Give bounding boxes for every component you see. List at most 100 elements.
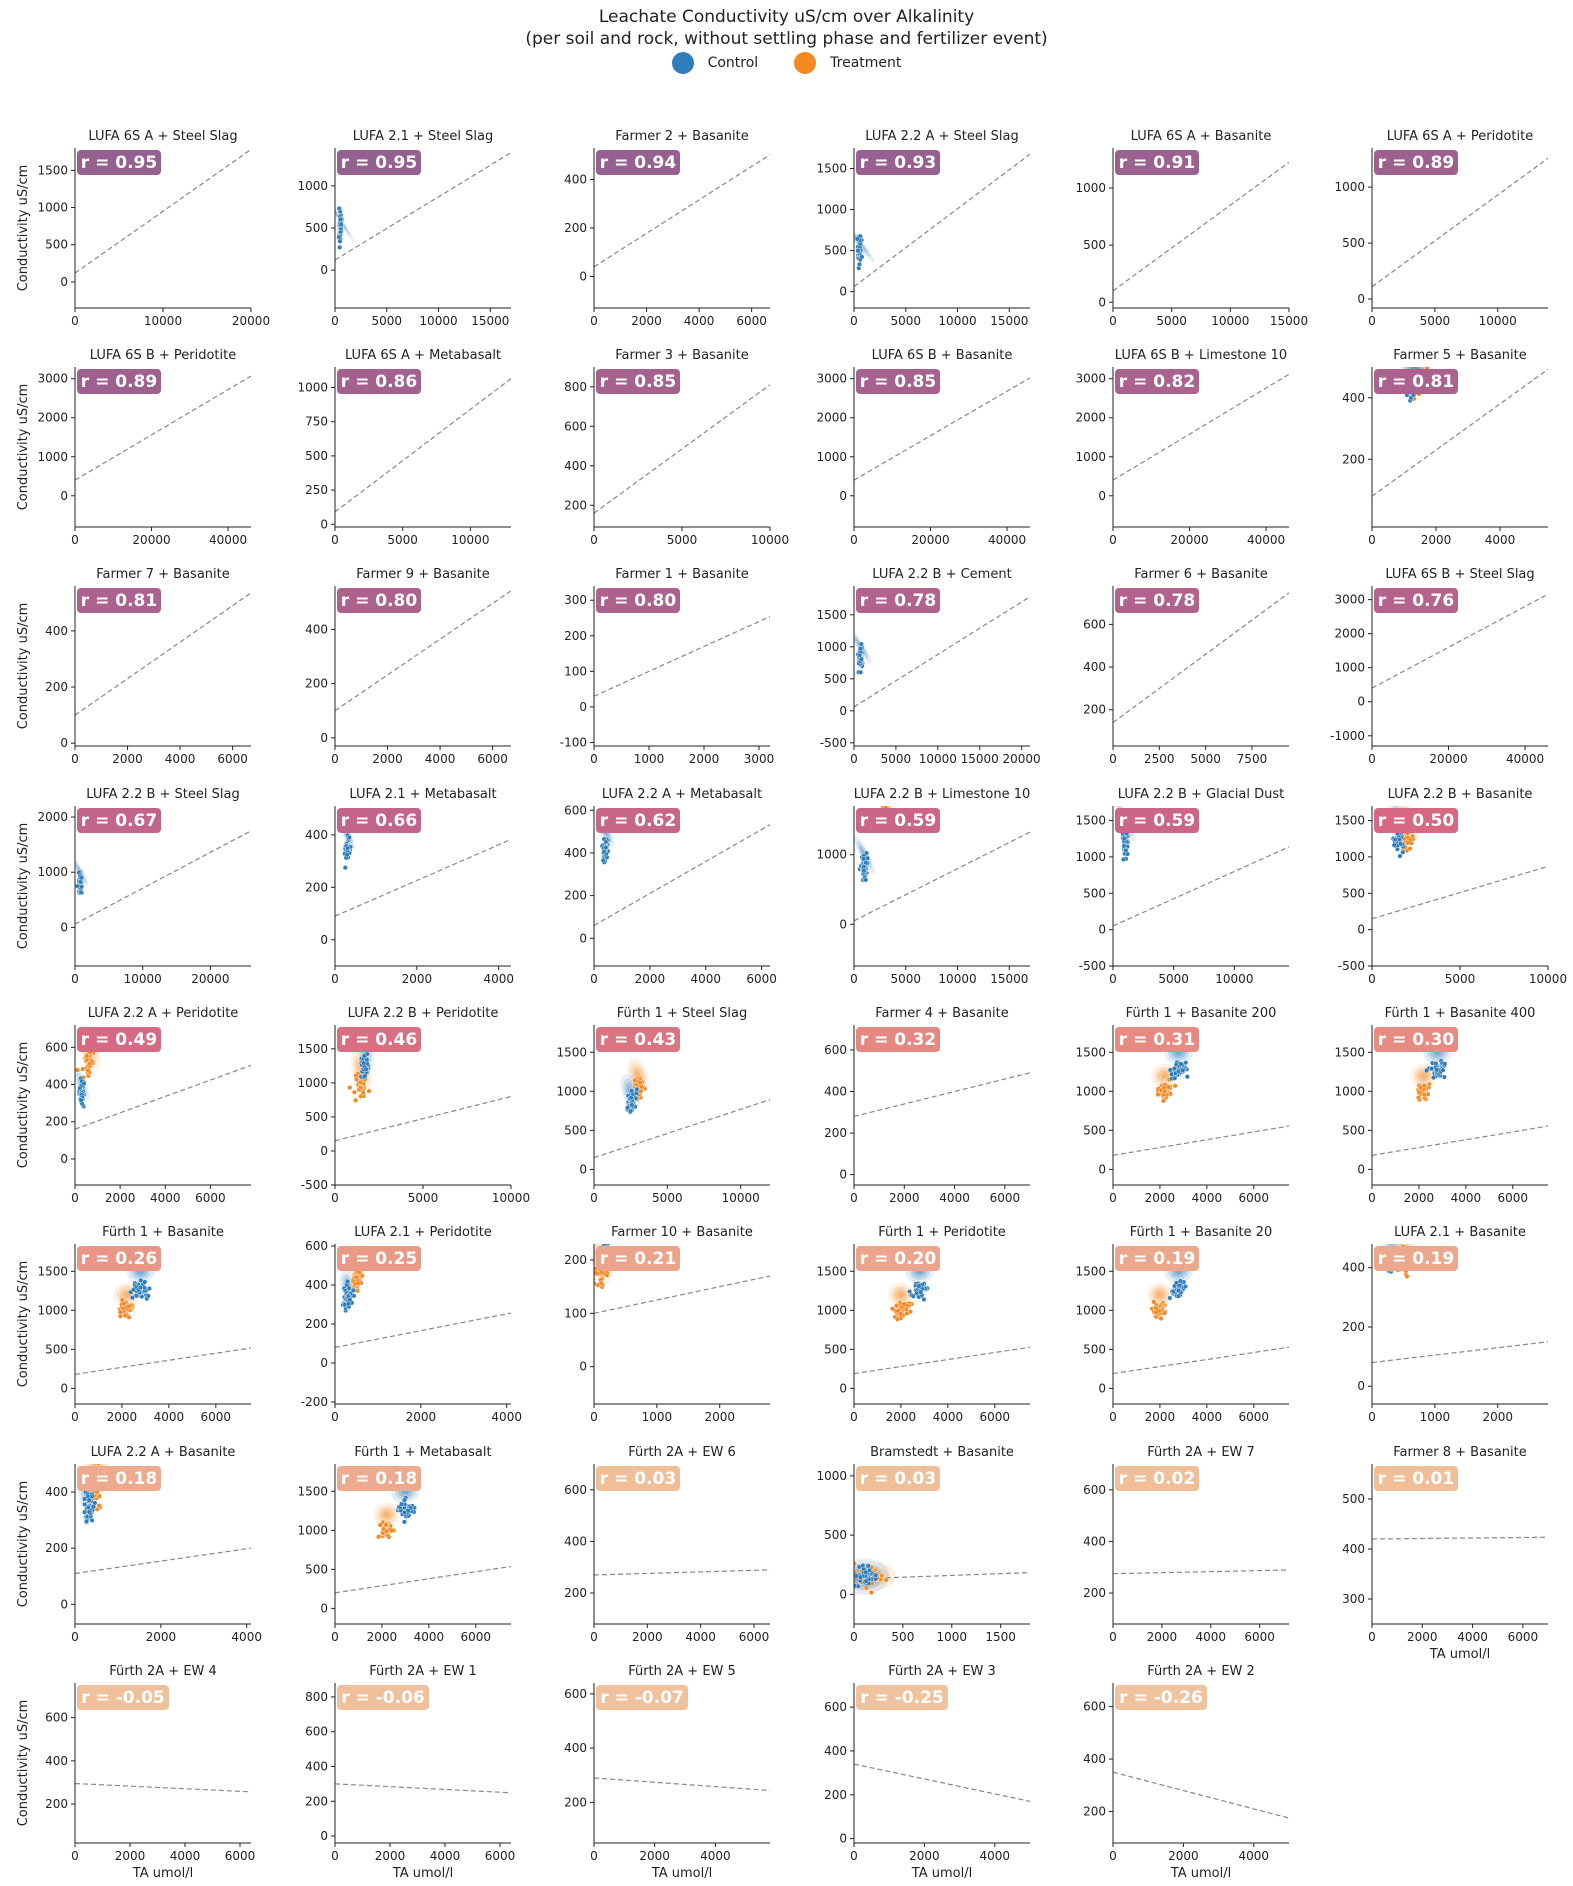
kde-treatment — [888, 74, 936, 136]
point-treatment — [399, 234, 404, 239]
point-control — [1430, 421, 1435, 426]
point-control — [415, 478, 420, 483]
point-control — [629, 1088, 635, 1094]
point-treatment — [359, 1273, 365, 1279]
point-control — [384, 287, 389, 292]
point-treatment — [143, 181, 148, 186]
point-treatment — [900, 497, 905, 502]
point-treatment — [903, 512, 908, 517]
point-treatment — [1421, 78, 1426, 83]
point-control — [648, 1375, 653, 1380]
point-control — [92, 60, 97, 65]
kde-treatment — [1153, 60, 1178, 88]
point-control — [652, 1381, 657, 1386]
point-control — [1405, 106, 1410, 111]
point-treatment — [1427, 60, 1432, 65]
point-treatment — [668, 297, 673, 302]
point-control — [627, 74, 632, 79]
point-control — [90, 63, 95, 68]
regression-line — [335, 838, 511, 917]
point-treatment — [667, 1374, 672, 1379]
point-control — [1202, 491, 1207, 496]
kde-control — [128, 75, 176, 137]
kde-treatment — [899, 90, 923, 121]
point-control — [1211, 467, 1216, 472]
point-treatment — [391, 44, 396, 49]
point-control — [410, 465, 415, 470]
y-tick-label: 1500 — [297, 1042, 328, 1056]
point-treatment — [409, 461, 414, 466]
r-badge — [596, 150, 680, 175]
point-treatment — [397, 267, 402, 272]
point-treatment — [927, 983, 932, 988]
point-control — [627, 66, 632, 71]
kde-treatment — [616, 699, 657, 750]
point-treatment — [403, 227, 408, 232]
point-treatment — [1156, 117, 1161, 122]
point-treatment — [892, 94, 897, 99]
point-treatment — [1163, 103, 1168, 108]
point-control — [858, 641, 864, 647]
kde-control — [1164, 97, 1177, 114]
point-treatment — [1158, 117, 1163, 122]
kde-treatment — [1156, 1291, 1164, 1299]
point-treatment — [902, 515, 907, 520]
point-treatment — [665, 301, 670, 306]
point-control — [1196, 472, 1201, 477]
x-tick-label: 2000 — [1145, 1191, 1176, 1205]
point-treatment — [900, 497, 905, 502]
kde-control — [1175, 400, 1236, 465]
point-treatment — [921, 988, 926, 993]
point-control — [605, 1224, 610, 1229]
point-control — [149, 144, 154, 149]
x-tick-label: 0 — [850, 1410, 858, 1424]
point-treatment — [1144, 772, 1149, 777]
point-treatment — [393, 770, 398, 775]
subplot: LUFA 6S B + Limestone 100 20000 4000001000… — [1075, 90, 1289, 547]
point-control — [78, 1097, 84, 1103]
point-treatment — [928, 989, 933, 994]
point-control — [419, 457, 424, 462]
point-treatment — [928, 972, 933, 977]
point-treatment — [663, 286, 668, 291]
point-treatment — [630, 771, 635, 776]
point-control — [631, 57, 636, 62]
kde-treatment — [1158, 90, 1182, 121]
point-treatment — [1167, 187, 1172, 192]
r-badge-label: r = 0.82 — [1119, 372, 1195, 392]
point-treatment — [667, 1388, 672, 1393]
point-treatment — [661, 286, 666, 291]
r-badge-label: r = 0.30 — [1378, 1030, 1455, 1050]
point-control — [611, 560, 616, 565]
point-control — [1154, 114, 1159, 119]
point-treatment — [665, 293, 670, 298]
point-treatment — [677, 284, 682, 289]
point-control — [1440, 1067, 1446, 1073]
kde-control — [1183, 409, 1228, 456]
point-control — [401, 472, 406, 477]
point-treatment — [140, 191, 145, 196]
point-control — [840, 1575, 845, 1580]
point-treatment — [379, 71, 384, 76]
point-treatment — [627, 766, 632, 771]
y-tick-label: 1500 — [37, 1264, 68, 1278]
point-treatment — [1423, 57, 1428, 62]
point-treatment — [409, 470, 414, 475]
point-control — [1169, 185, 1174, 190]
point-treatment — [1147, 777, 1152, 782]
regression-line — [1372, 157, 1548, 288]
point-treatment — [1421, 58, 1426, 63]
subplot-title: Fürth 1 + Basanite — [102, 1225, 224, 1240]
plot-area — [335, 457, 511, 712]
point-treatment — [620, 538, 625, 543]
point-control — [1202, 479, 1207, 484]
y-tick-label: 500 — [1342, 1123, 1365, 1137]
point-treatment — [1150, 781, 1155, 786]
point-control — [1150, 113, 1155, 118]
kde-treatment — [1160, 1072, 1169, 1080]
point-treatment — [1427, 62, 1432, 67]
point-treatment — [671, 283, 676, 288]
point-treatment — [897, 81, 902, 86]
point-control — [135, 549, 140, 554]
